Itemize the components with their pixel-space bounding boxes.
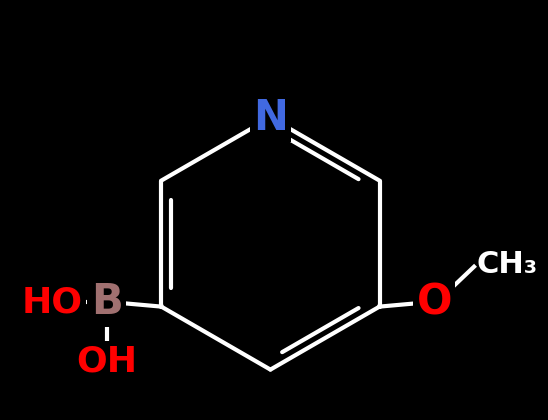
Text: O: O	[416, 281, 452, 323]
Text: OH: OH	[76, 344, 137, 378]
Text: N: N	[253, 97, 288, 139]
Text: HO: HO	[21, 286, 83, 319]
Text: CH₃: CH₃	[476, 250, 537, 279]
Text: B: B	[91, 281, 123, 323]
